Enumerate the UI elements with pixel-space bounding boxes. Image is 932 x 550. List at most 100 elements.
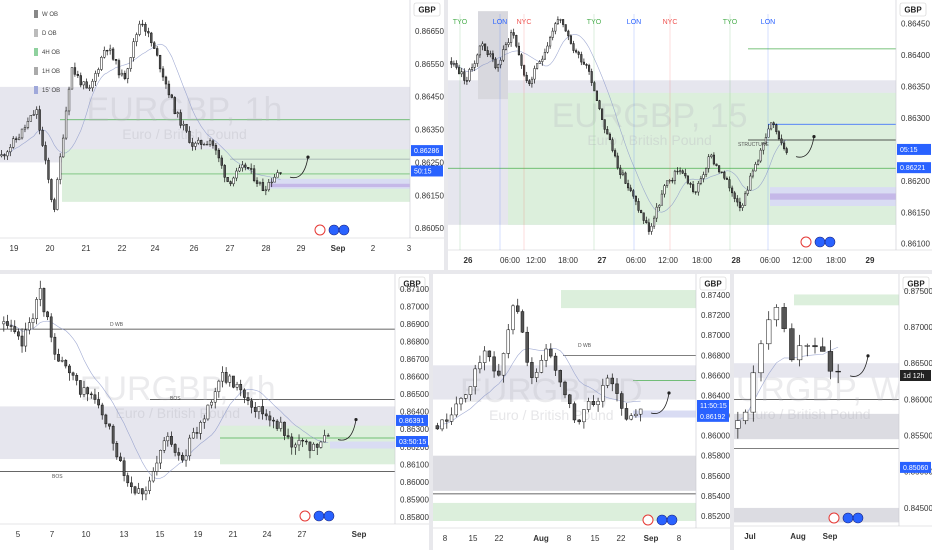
chart-panel-daily[interactable]: EURGBP, D Euro / British Pound GBP 0.87400 0… (433, 274, 730, 550)
time-tick-label: 10 (82, 530, 91, 539)
candle-body (315, 443, 319, 448)
time-tick-label: 27 (598, 256, 607, 265)
chart-panel-1h[interactable]: EURGBP, 1h Euro / British Pound GBP 0.86650… (0, 0, 444, 270)
candle-body (759, 149, 762, 162)
candle-body (257, 406, 261, 412)
candle-body (173, 444, 177, 453)
candle-body (114, 59, 118, 61)
time-tick-label: Sep (331, 244, 346, 253)
candle-body (650, 225, 653, 232)
time-tick-label: Sep (352, 530, 367, 539)
candle-body (232, 177, 235, 185)
time-tick-label: 7 (50, 530, 55, 539)
candle-body (140, 488, 144, 495)
time-tick-label: 06:00 (760, 256, 781, 265)
candle-body (668, 180, 671, 182)
price-tick-label: 0.85800 (701, 452, 730, 461)
candle-body (217, 149, 221, 159)
price-tick-label: 0.86350 (901, 83, 930, 92)
candle-body (543, 51, 546, 60)
candle-body (586, 401, 591, 410)
candle-body (35, 299, 39, 319)
candle-body (460, 71, 463, 75)
candle-body (86, 387, 90, 395)
candle-body (598, 100, 601, 110)
candle-body (601, 385, 605, 402)
candle-body (702, 174, 705, 179)
candle-body (804, 345, 810, 347)
event-flag-icon (299, 510, 311, 522)
candle-body (71, 372, 75, 376)
candle-body (681, 170, 684, 174)
candle-body (606, 129, 609, 135)
price-tag-bg-1 (396, 435, 428, 447)
candle-body (2, 321, 6, 325)
candle-body (53, 336, 57, 355)
candle-body (75, 375, 79, 381)
candle-body (608, 133, 611, 140)
candle-body (520, 54, 523, 66)
candle-body (491, 53, 494, 60)
price-tick-label: 0.87400 (701, 291, 730, 300)
candle-body (705, 168, 708, 175)
time-tick-label: 26 (190, 244, 199, 253)
chart-panel-4h[interactable]: EURGBP, 4h Euro / British Pound GBP 0.87100… (0, 274, 429, 550)
price-tag-1: 50:15 (414, 168, 432, 175)
legend-swatch (34, 48, 38, 56)
price-tick-label: 0.86450 (901, 20, 930, 29)
candle-body (715, 163, 718, 166)
time-tick-label: 8 (567, 534, 572, 543)
candle-body (762, 143, 765, 151)
candle-body (640, 210, 643, 214)
annotation-label: BOS (170, 396, 181, 402)
projection-arrow (795, 136, 815, 158)
candle-body (326, 435, 330, 437)
price-tick-label: 0.87200 (701, 311, 730, 320)
candle-body (200, 139, 203, 145)
price-tick-label: 0.85900 (400, 495, 429, 504)
time-tick-label: 21 (82, 244, 91, 253)
candle-body (549, 348, 553, 357)
candle-body (264, 413, 268, 417)
candle-body (549, 37, 552, 47)
candle-body (595, 90, 598, 101)
candle-body (497, 370, 501, 376)
candle-body (775, 124, 778, 132)
candle-body (516, 305, 520, 312)
candle-body (699, 178, 702, 184)
legend-label: 4H OB (42, 50, 60, 56)
price-tag-1: 03:50:15 (399, 439, 426, 446)
price-tick-label: 0.86000 (701, 432, 730, 441)
currency-label: GBP (704, 280, 722, 289)
candle-body (6, 151, 9, 157)
candle-body (530, 78, 533, 85)
price-tick-label: 0.86350 (415, 126, 444, 135)
candle-body (268, 415, 272, 421)
chart-panel-15m[interactable]: EURGBP, 15 Euro / British Pound GBP 0.86450… (448, 0, 932, 270)
session-label: NYC (663, 19, 678, 26)
candle-body (647, 222, 650, 232)
candle-body (155, 462, 159, 472)
candle-body (593, 82, 596, 92)
candle-body (450, 61, 453, 65)
candle-body (445, 419, 449, 422)
zone-1 (561, 290, 696, 309)
price-tag-bg-1 (900, 461, 931, 473)
candle-body (6, 321, 9, 326)
session-label: TYO (587, 19, 602, 26)
candle-body (564, 24, 567, 32)
candle-body (57, 353, 60, 362)
candle-body (554, 23, 557, 32)
candle-body (686, 175, 689, 184)
candle-body (170, 94, 174, 98)
price-tick-label: 0.86300 (901, 114, 930, 123)
candle-body (211, 140, 215, 146)
candle-body (3, 154, 6, 157)
currency-box (413, 2, 441, 17)
